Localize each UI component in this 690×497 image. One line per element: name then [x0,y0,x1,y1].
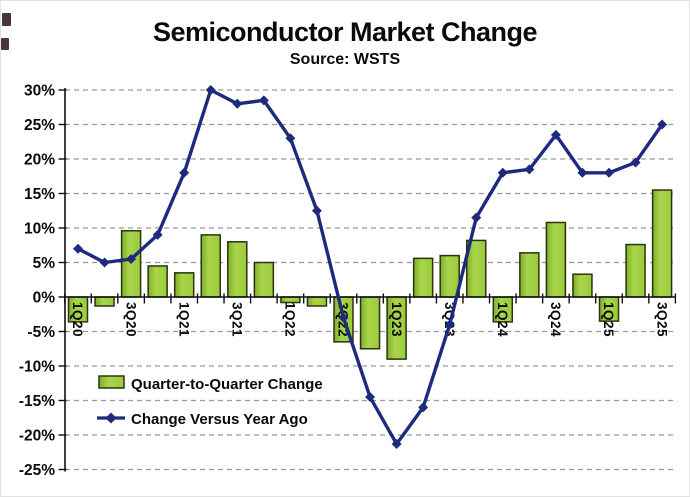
x-tick-label: 1Q23 [389,302,404,337]
x-tick-label: 3Q24 [548,302,563,337]
yoy-point-1Q25 [604,167,614,178]
yoy-point-2Q23 [418,402,429,413]
x-tick-label: 1Q20 [70,302,85,337]
yoy-point-3Q21 [232,98,243,109]
x-tick-label: 1Q21 [176,302,191,337]
legend-swatch-qoq [98,375,125,389]
yoy-markers [73,85,668,449]
yoy-point-1Q23 [391,438,402,449]
bar-3Q25 [651,189,673,298]
y-tick-label: -5% [27,324,55,341]
y-tick-label: 25% [24,117,55,134]
yoy-point-1Q21 [179,167,190,178]
bar-2Q21 [200,234,221,298]
y-tick-label: 20% [24,152,55,169]
yoy-point-4Q20 [152,229,163,240]
yoy-point-1Q22 [285,133,296,144]
legend: Quarter-to-Quarter Change Change Versus Y… [97,375,323,428]
y-tick-label: 10% [24,221,55,238]
bar-4Q21 [253,261,275,298]
yoy-point-4Q22 [365,392,376,403]
x-axis-ticks [64,293,677,304]
bar-2Q24 [519,252,540,298]
bar-4Q20 [147,265,168,298]
yoy-point-4Q23 [471,212,482,223]
y-tick-label: 30% [24,83,55,100]
gridlines [65,89,675,471]
chart-subtitle: Source: WSTS [289,51,401,68]
yoy-point-4Q24 [577,167,588,178]
x-tick-label: 3Q21 [230,302,245,337]
y-axis-labels: 30% 25% 20% 15% 10% 5% 0% -5% -10% -15% -20% -25% [19,83,55,480]
y-tick-label: -25% [19,462,55,479]
yoy-point-2Q22 [311,205,322,216]
x-tick-label: 3Q25 [654,302,669,337]
x-tick-label: 1Q24 [495,302,510,337]
legend-label-yoy: Change Versus Year Ago [131,411,308,428]
y-tick-label: -10% [19,359,55,376]
scan-artifact-icon [1,38,9,50]
yoy-point-2Q20 [99,257,110,268]
chart-title: Semiconductor Market Change [152,17,538,47]
bar-3Q21 [227,241,248,298]
yoy-point-2Q21 [205,85,216,95]
x-tick-label: 3Q20 [123,302,138,337]
x-tick-label: 1Q22 [283,302,298,337]
bar-3Q24 [545,221,567,298]
bar-2Q23 [412,257,434,298]
y-tick-label: 5% [33,255,56,272]
y-tick-label: 15% [24,186,55,203]
bar-1Q21 [173,272,195,298]
yoy-point-3Q23 [444,319,455,330]
bar-2Q20 [94,296,115,307]
yoy-point-3Q24 [550,129,561,140]
bar-2Q25 [625,243,646,298]
yoy-point-3Q22 [338,312,349,323]
bar-2Q22 [306,296,328,307]
legend-marker-diamond-icon [105,412,117,424]
yoy-point-1Q24 [497,167,508,178]
y-tick-label: 0% [33,290,56,307]
yoy-point-2Q24 [524,164,535,175]
x-tick-label: 1Q25 [601,302,616,337]
yoy-point-1Q20 [73,243,83,254]
bar-4Q22 [359,296,381,350]
yoy-point-4Q21 [258,95,269,106]
yoy-point-2Q25 [630,157,641,168]
yoy-point-3Q25 [657,119,668,130]
legend-label-qoq: Quarter-to-Quarter Change [131,376,323,393]
scan-artifact-icon [2,13,11,26]
y-tick-label: -20% [19,428,55,445]
bar-4Q24 [572,273,593,298]
y-tick-label: -15% [19,393,55,410]
bars-series [67,189,673,360]
